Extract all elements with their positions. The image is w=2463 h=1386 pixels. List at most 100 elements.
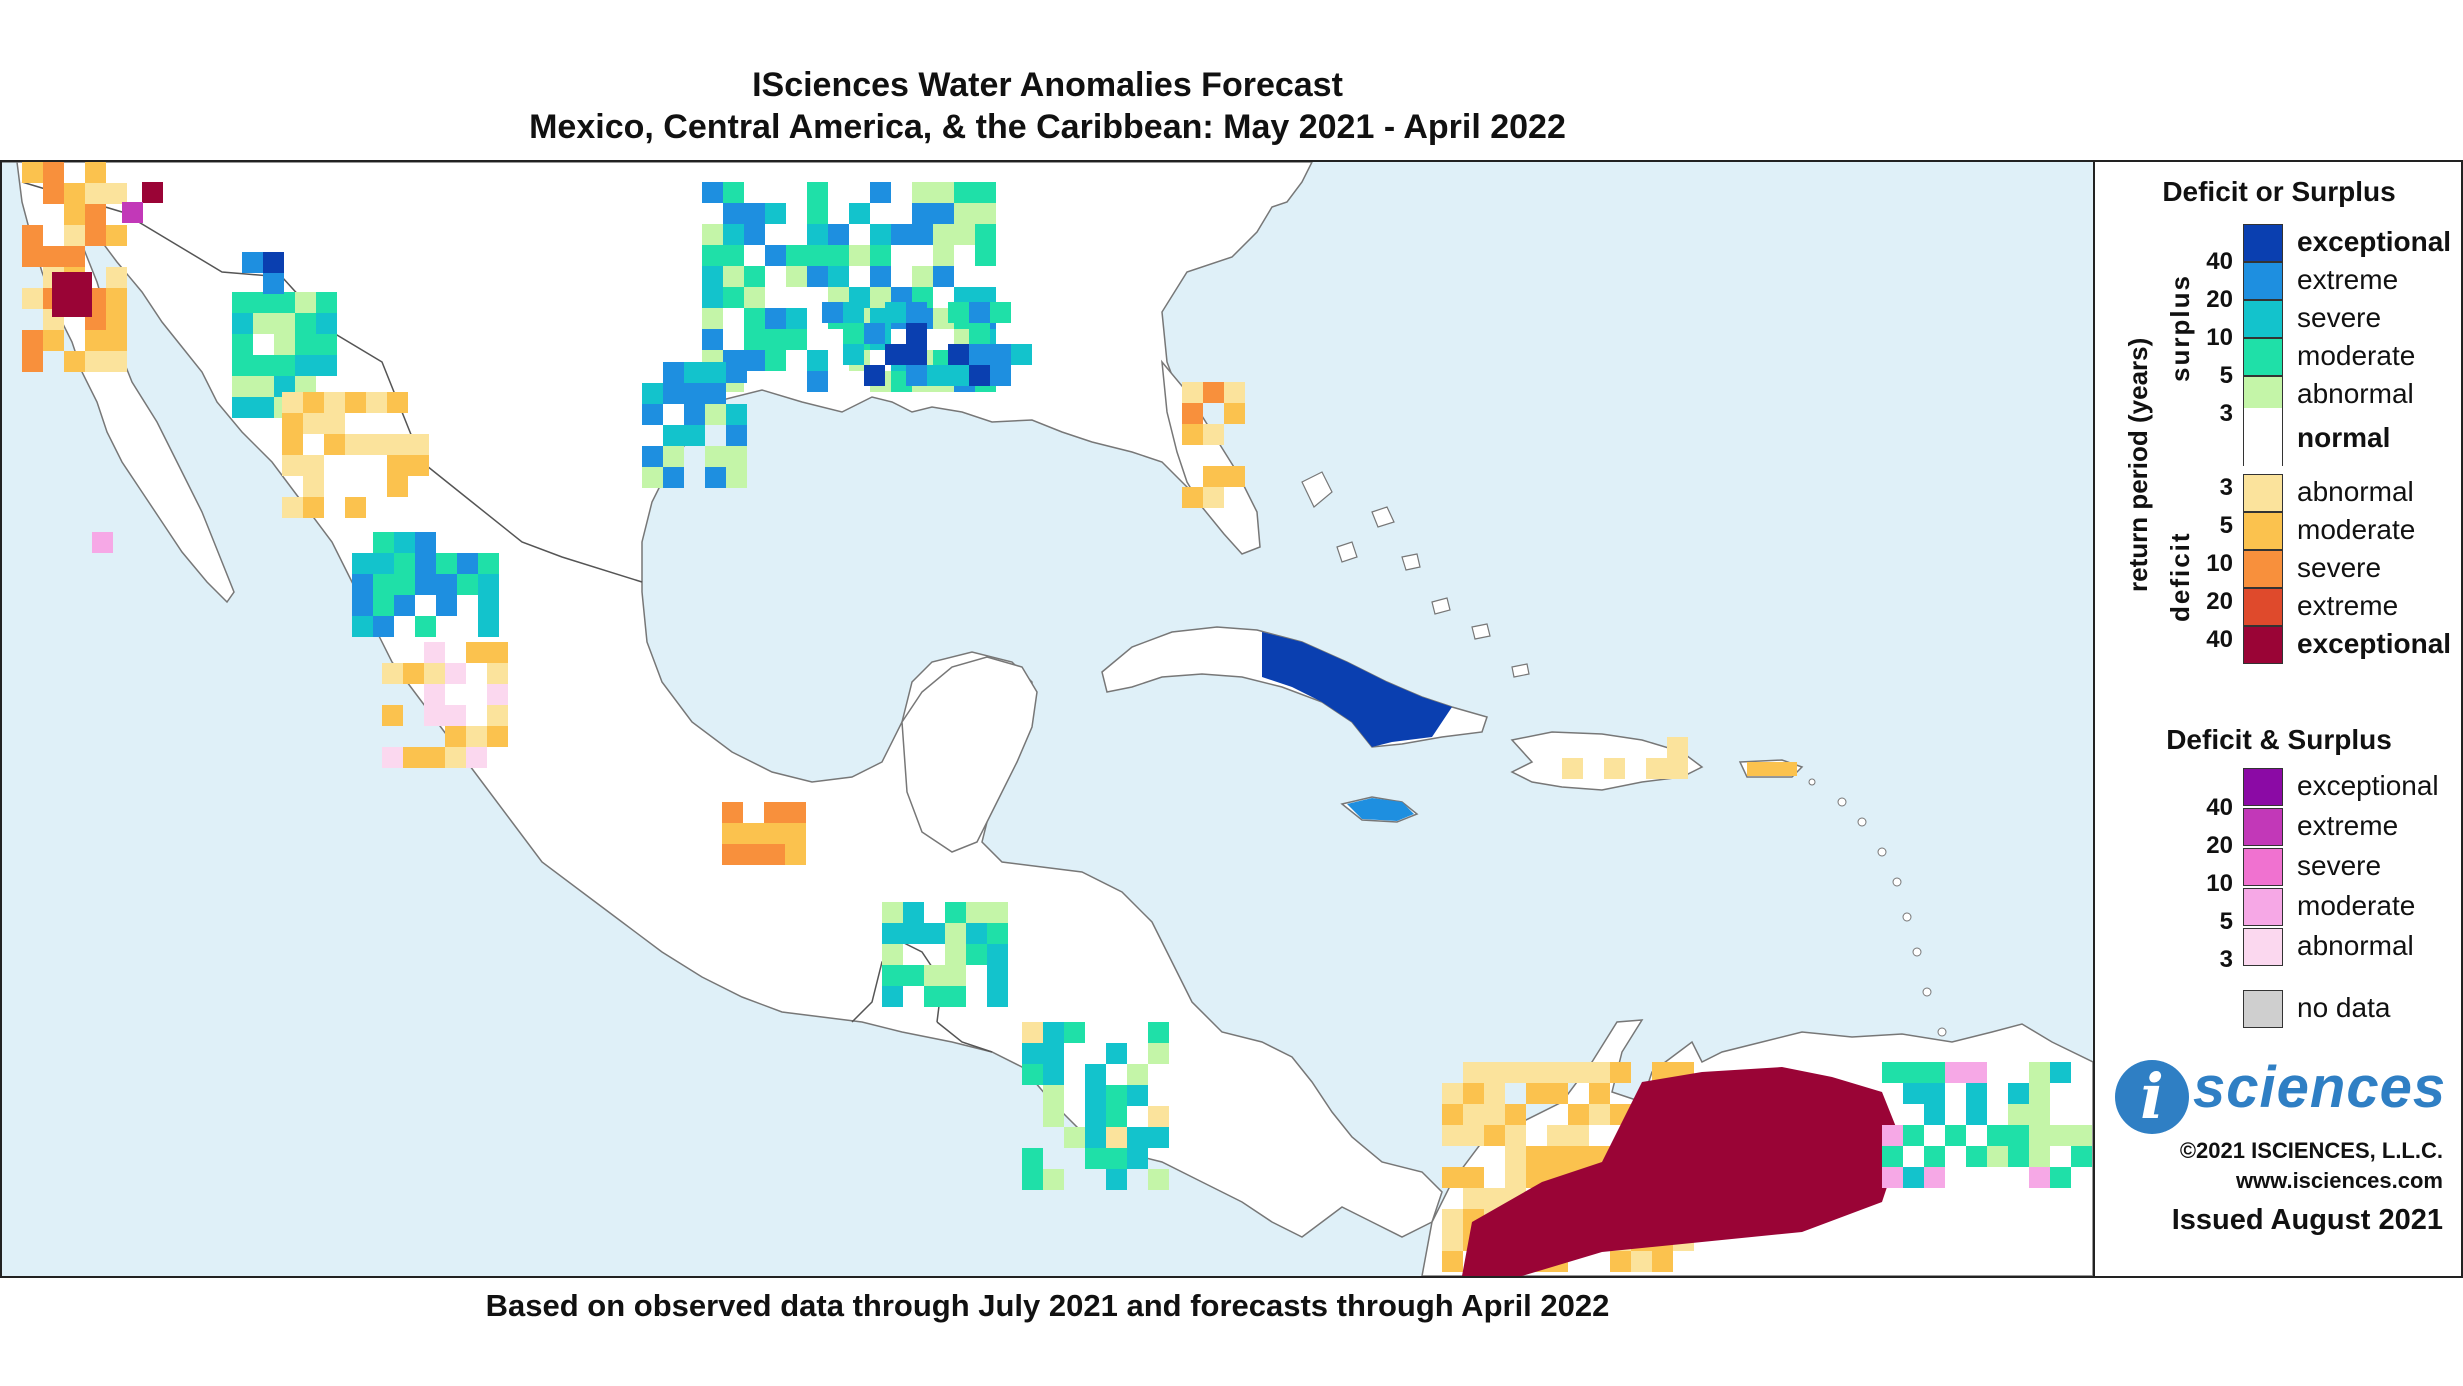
legend-label-moderate: moderate (2297, 514, 2416, 545)
anomaly-cell (64, 225, 85, 246)
anomaly-cell (282, 413, 303, 434)
anomaly-cell (2008, 1083, 2029, 1104)
anomaly-cell (478, 553, 499, 574)
anomaly-cell (1106, 1106, 1127, 1127)
anomaly-cell (924, 965, 945, 986)
anomaly-cell (912, 203, 933, 224)
anomaly-cell (253, 313, 274, 334)
anomaly-cell (352, 553, 373, 574)
anomaly-cell (969, 323, 990, 344)
map-footer-note: Based on observed data through July 2021… (485, 1288, 1610, 1323)
anomaly-cell (1148, 1106, 1169, 1127)
anomaly-cell (933, 203, 954, 224)
legend-label-moderate: moderate (2297, 340, 2416, 371)
anomaly-cell (1127, 1148, 1148, 1169)
legend-label-exceptional: exceptional (2297, 226, 2452, 257)
legend-tick: 40 (2206, 626, 2233, 653)
anomaly-cell (987, 944, 1008, 965)
anomaly-cell (324, 392, 345, 413)
anomaly-cell (22, 288, 43, 309)
legend-tick: 5 (2219, 512, 2233, 539)
anomaly-cell (2029, 1125, 2050, 1146)
anomaly-cell (1882, 1167, 1903, 1188)
anomaly-cell (1064, 1022, 1085, 1043)
anomaly-cell (1945, 1125, 1966, 1146)
anomaly-cell (1043, 1022, 1064, 1043)
anomaly-cell (487, 726, 508, 747)
anomaly-cell (1924, 1104, 1945, 1125)
anomaly-cell (990, 344, 1011, 365)
anomaly-cell (1085, 1148, 1106, 1169)
anomaly-cell (744, 287, 765, 308)
anomaly-cell (975, 182, 996, 203)
anomaly-cell (106, 288, 127, 309)
anomaly-cell (1463, 1062, 1484, 1083)
anomaly-cell (663, 425, 684, 446)
anomaly-cell (1505, 1062, 1526, 1083)
anomaly-cell (702, 245, 723, 266)
anomaly-cell (2029, 1167, 2050, 1188)
legend-label-abnormal: abnormal (2297, 378, 2414, 409)
anomaly-cell (642, 404, 663, 425)
anomaly-cell (828, 266, 849, 287)
anomaly-cell (373, 553, 394, 574)
anomaly-cell (903, 923, 924, 944)
legend-label-exceptional: exceptional (2297, 628, 2452, 659)
anomaly-cell (1127, 1127, 1148, 1148)
anomaly-cell (403, 747, 424, 768)
legend-tick: 3 (2219, 400, 2233, 427)
map-canvas (2, 162, 2093, 1276)
anomaly-cell (445, 663, 466, 684)
anomaly-cell (366, 434, 387, 455)
legend-no-data-swatch (2243, 990, 2283, 1028)
legend-tick: 5 (2219, 362, 2233, 389)
isciences-logo-icon: i (2115, 1060, 2189, 1134)
anomaly-cell (424, 663, 445, 684)
anomaly-cell (424, 747, 445, 768)
anomaly-cell (303, 476, 324, 497)
anomaly-cell (1484, 1125, 1505, 1146)
anomaly-cell (2008, 1104, 2029, 1125)
anomaly-cell (966, 923, 987, 944)
anomaly-cell (786, 329, 807, 350)
anomaly-cell (274, 376, 295, 397)
anomaly-cell (122, 202, 143, 223)
anomaly-cell (1631, 1251, 1652, 1272)
anomaly-cell (1203, 487, 1224, 508)
anomaly-cell (642, 467, 663, 488)
map-panel (0, 160, 2095, 1278)
anomaly-cell (64, 204, 85, 225)
anomaly-cell (1182, 424, 1203, 445)
legend-swatch-normal (2243, 408, 2283, 466)
anomaly-cell (487, 684, 508, 705)
legend-swatch-severe (2243, 300, 2283, 338)
anomaly-cell (1667, 758, 1688, 779)
anomaly-cell (1568, 1125, 1589, 1146)
anomaly-cell (295, 334, 316, 355)
anomaly-cell (870, 182, 891, 203)
anomaly-cell (642, 446, 663, 467)
anomaly-cell (1148, 1169, 1169, 1190)
anomaly-cell (22, 246, 43, 267)
anomaly-cell (373, 595, 394, 616)
anomaly-cell (885, 344, 906, 365)
map-subtitle: Mexico, Central America, & the Caribbean… (529, 108, 1566, 146)
anomaly-cell (1526, 1146, 1547, 1167)
anomaly-cell (933, 266, 954, 287)
anomaly-cell (382, 747, 403, 768)
anomaly-cell (1463, 1167, 1484, 1188)
anomaly-cell (885, 302, 906, 323)
anomaly-cell (969, 302, 990, 323)
anomaly-cell (882, 944, 903, 965)
anomaly-cell (352, 616, 373, 637)
anomaly-cell (303, 392, 324, 413)
anomaly-cell (1463, 1083, 1484, 1104)
legend-tick: 20 (2206, 588, 2233, 615)
anomaly-cell (295, 376, 316, 397)
anomaly-cell (870, 245, 891, 266)
anomaly-cell (1182, 403, 1203, 424)
anomaly-cell (723, 182, 744, 203)
anomaly-cell (726, 404, 747, 425)
anomaly-cell (1966, 1083, 1987, 1104)
anomaly-cell (765, 308, 786, 329)
